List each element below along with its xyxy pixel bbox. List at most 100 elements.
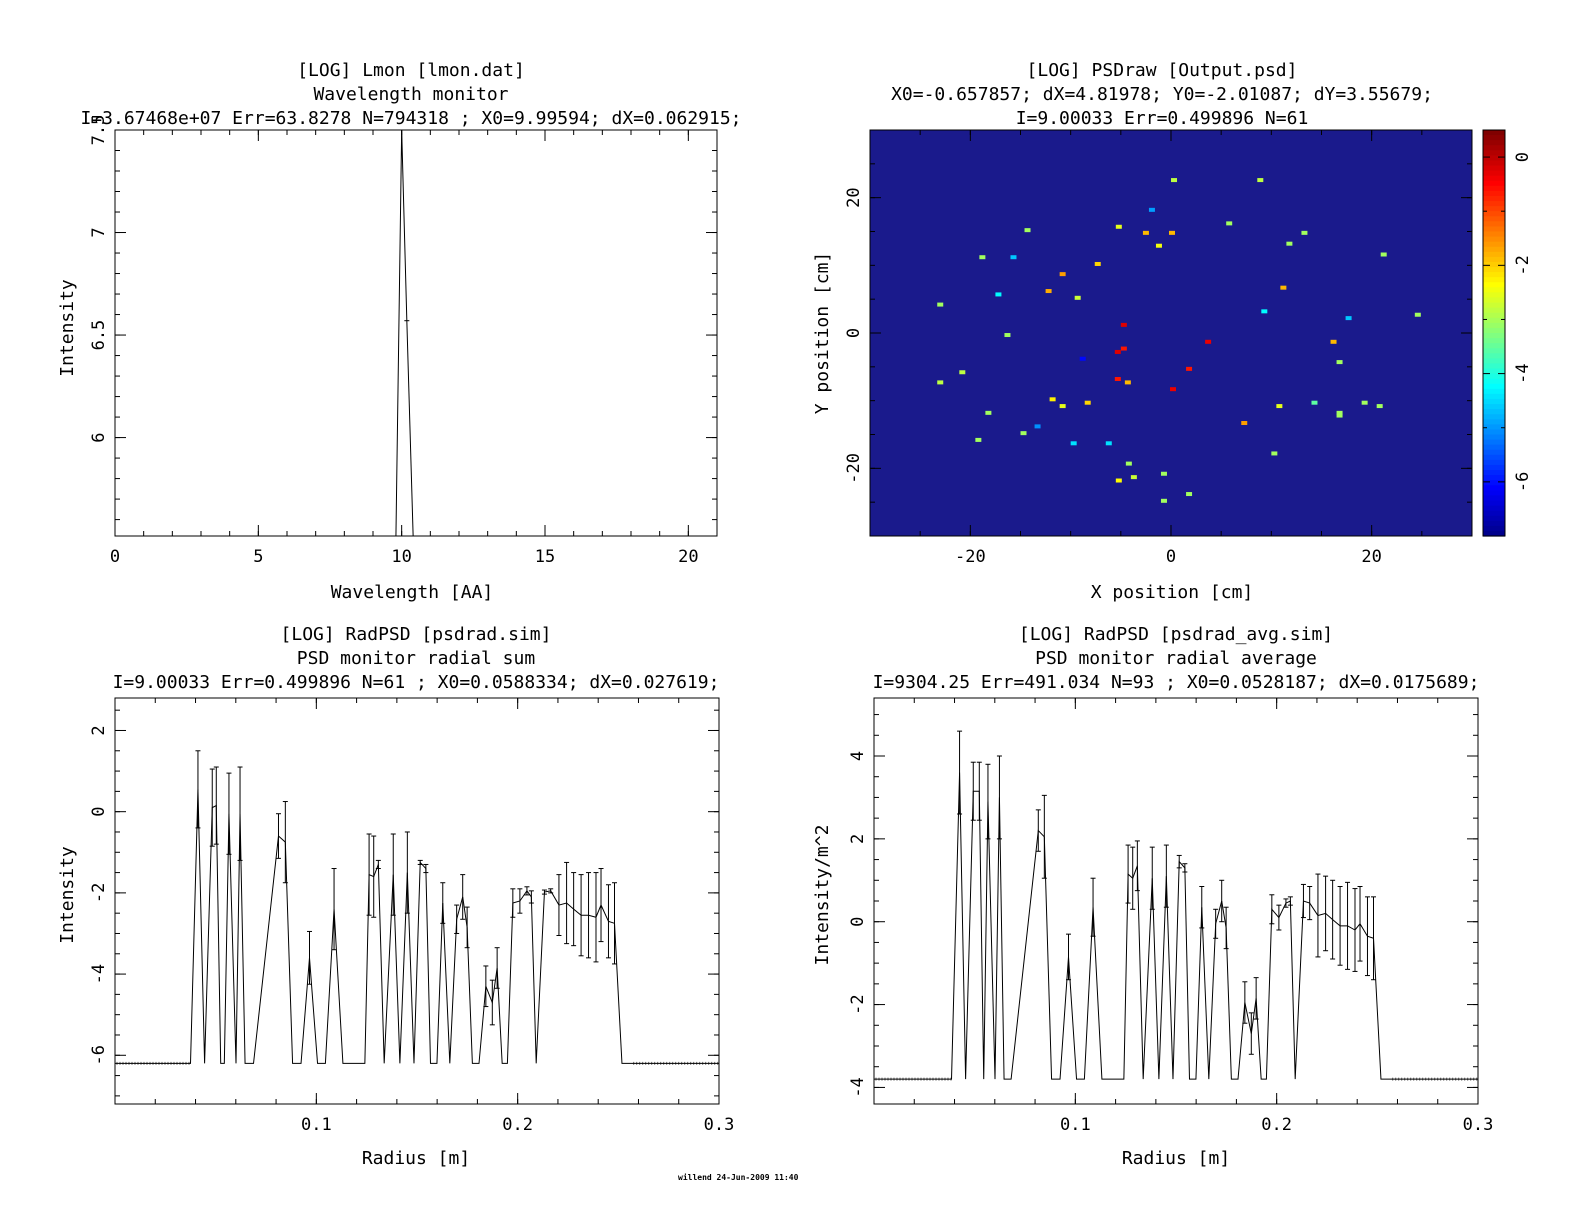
psdrad-xlabel: Radius [m] — [362, 1148, 470, 1169]
colorbar-segment — [1483, 348, 1505, 354]
psd-pixel — [1345, 316, 1352, 321]
psd-pixel — [1160, 471, 1167, 476]
plot-frame — [114, 697, 720, 1105]
colorbar-segment — [1483, 130, 1505, 136]
colorbar-segment — [1483, 419, 1505, 425]
psd-pixel — [1034, 424, 1041, 429]
lmon-xlabel: Wavelength [AA] — [331, 582, 494, 603]
colorbar-segment — [1483, 190, 1505, 197]
colorbar-segment — [1483, 256, 1505, 263]
psd-pixel — [1115, 478, 1122, 483]
colorbar-segment — [1483, 530, 1505, 537]
x-tick-label: 0 — [110, 547, 120, 567]
colorbar-segment — [1483, 150, 1505, 156]
y-tick-label: 20 — [844, 187, 864, 207]
colorbar-segment — [1483, 292, 1505, 299]
psd-pixel — [1336, 413, 1343, 418]
colorbar-segment — [1483, 429, 1505, 436]
x-tick-label: 20 — [678, 547, 698, 567]
x-tick-label: 5 — [253, 547, 263, 567]
y-tick-label: 2 — [89, 725, 109, 735]
colorbar-segment — [1483, 297, 1505, 304]
colorbar-segment — [1483, 510, 1505, 517]
psd-pixel — [1414, 312, 1421, 317]
colorbar-segment — [1483, 206, 1505, 212]
psd-pixel — [959, 370, 966, 375]
colorbar-segment — [1483, 236, 1505, 243]
psdraw-title-line-1: [LOG] PSDraw [Output.psd] — [1027, 60, 1298, 81]
psd-pixel — [1079, 356, 1086, 361]
lmon-title-line-2: Wavelength monitor — [313, 84, 508, 105]
psd-pixel — [1276, 404, 1283, 409]
colorbar-segment — [1483, 500, 1505, 507]
colorbar-segment — [1483, 322, 1505, 329]
psd-pixel — [1070, 441, 1077, 446]
colorbar-segment — [1483, 363, 1505, 370]
colorbar-tick-label: -6 — [1513, 472, 1533, 492]
psdrad-title-line-1: [LOG] RadPSD [psdrad.sim] — [281, 624, 552, 645]
psdrad-avg-title-line-1: [LOG] RadPSD [psdrad_avg.sim] — [1019, 624, 1333, 645]
plot-frame — [114, 129, 718, 537]
colorbar-segment — [1483, 175, 1505, 182]
psdrad-avg-ylabel: Intensity/m^2 — [812, 825, 833, 966]
colorbar-frame — [1482, 129, 1506, 537]
colorbar-segment — [1483, 434, 1505, 441]
colorbar-segment — [1483, 449, 1505, 456]
colorbar-tick-label: 0 — [1513, 152, 1533, 162]
colorbar-tick-label: -4 — [1513, 363, 1533, 383]
psd-pixel — [1120, 322, 1127, 327]
radial-series-line — [115, 789, 719, 1064]
psd-pixel — [1186, 366, 1193, 371]
psd-pixel — [1074, 295, 1081, 300]
colorbar-segment — [1483, 398, 1505, 405]
psdrad-avg-xlabel: Radius [m] — [1122, 1148, 1230, 1169]
colorbar-segment — [1483, 459, 1505, 466]
footer-stamp: willend 24-Jun-2009 11:40 — [678, 1172, 799, 1182]
colorbar-segment — [1483, 383, 1505, 390]
psd-pixel — [1105, 441, 1112, 446]
lmon-panel: [LOG] Lmon [lmon.dat] Wavelength monitor… — [57, 60, 742, 603]
colorbar-segment — [1483, 485, 1505, 491]
colorbar-segment — [1483, 393, 1505, 400]
psdraw-title-line-2: X0=-0.657857; dX=4.81978; Y0=-2.01087; d… — [891, 84, 1433, 105]
psd-pixel — [995, 292, 1002, 297]
colorbar-segment — [1483, 414, 1505, 420]
y-tick-label: -6 — [89, 1045, 109, 1065]
y-tick-label: 6.5 — [89, 320, 109, 351]
psd-pixel — [985, 410, 992, 415]
psd-pixel — [1045, 289, 1052, 294]
colorbar-segment — [1483, 327, 1505, 334]
colorbar-segment — [1483, 226, 1505, 233]
psdraw-panel: [LOG] PSDraw [Output.psd] X0=-0.657857; … — [812, 60, 1533, 603]
x-tick-label: 0.1 — [1060, 1115, 1091, 1135]
colorbar-segment — [1483, 424, 1505, 431]
psd-pixel — [1059, 404, 1066, 409]
colorbar-segment — [1483, 195, 1505, 202]
colorbar-segment — [1483, 464, 1505, 471]
psd-pixel — [1010, 255, 1017, 260]
psdrad-ylabel: Intensity — [57, 846, 78, 944]
psd-pixel — [1241, 420, 1248, 425]
psd-pixel — [1380, 252, 1387, 257]
colorbar-segment — [1483, 368, 1505, 375]
colorbar-segment — [1483, 221, 1505, 228]
colorbar-segment — [1483, 287, 1505, 293]
y-tick-label: 0 — [844, 328, 864, 338]
x-tick-label: 0 — [1166, 547, 1176, 567]
psd-pixel — [1115, 224, 1122, 229]
colorbar-segment — [1483, 470, 1505, 476]
colorbar-tick-label: -2 — [1513, 255, 1533, 275]
psd-pixel — [1280, 285, 1287, 290]
colorbar-segment — [1483, 160, 1505, 167]
psd-pixel — [1160, 498, 1167, 503]
colorbar-segment — [1483, 444, 1505, 451]
y-tick-label: -4 — [848, 1077, 868, 1097]
x-tick-label: -20 — [955, 547, 986, 567]
psd-pixel — [1286, 241, 1293, 246]
psdraw-title-line-3: I=9.00033 Err=0.499896 N=61 — [1016, 108, 1309, 129]
colorbar-segment — [1483, 525, 1505, 532]
y-tick-label: 6 — [89, 432, 109, 442]
x-tick-label: 0.1 — [301, 1115, 332, 1135]
psd-pixel — [1124, 380, 1131, 385]
psd-pixel — [1169, 230, 1176, 235]
